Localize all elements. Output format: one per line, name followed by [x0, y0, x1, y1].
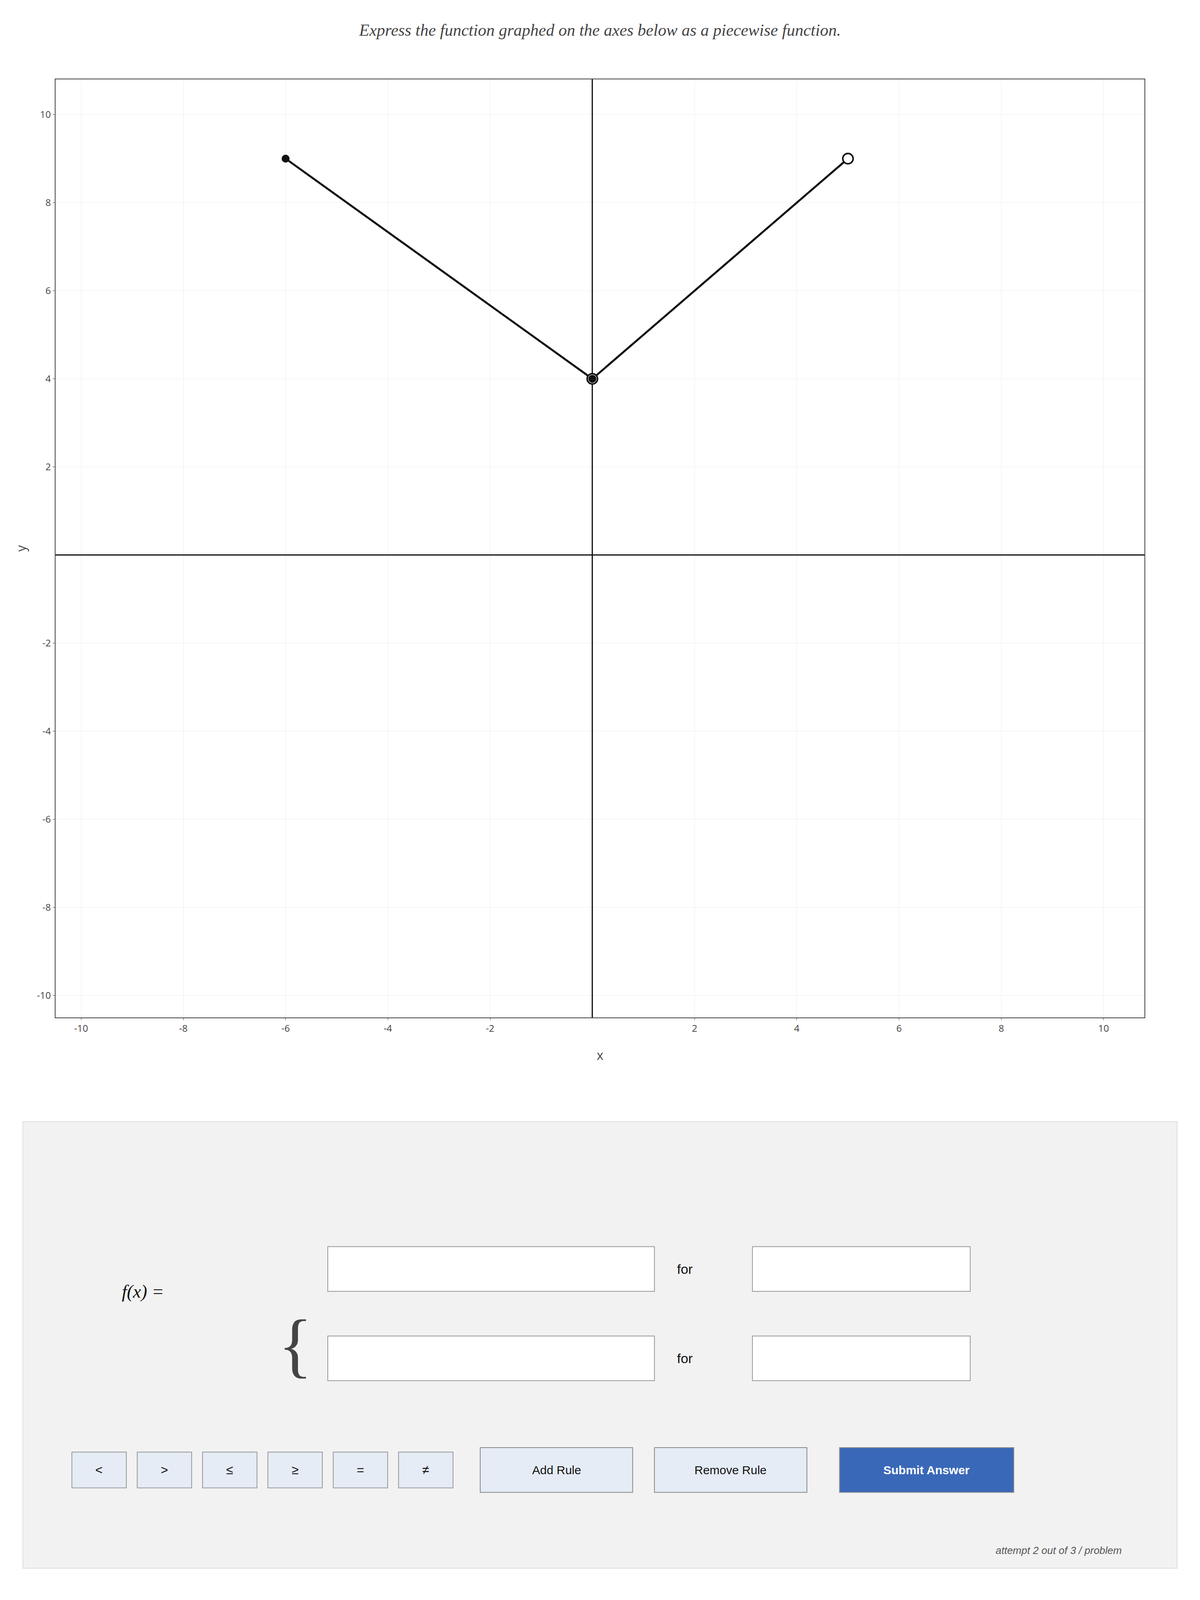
svg-text:4: 4 — [794, 1021, 800, 1035]
svg-text:10: 10 — [1098, 1021, 1109, 1035]
svg-text:6: 6 — [896, 1021, 902, 1035]
svg-text:x: x — [596, 1046, 604, 1064]
svg-text:≠: ≠ — [422, 1462, 430, 1477]
svg-text:≤: ≤ — [226, 1462, 234, 1477]
svg-text:Add Rule: Add Rule — [532, 1463, 581, 1477]
svg-text:-4: -4 — [383, 1021, 393, 1035]
svg-text:-6: -6 — [281, 1021, 290, 1035]
svg-text:6: 6 — [45, 283, 51, 297]
svg-text:8: 8 — [998, 1021, 1004, 1035]
svg-text:-8: -8 — [178, 1021, 188, 1035]
svg-text:>: > — [160, 1462, 169, 1477]
svg-text:Express the function graphed o: Express the function graphed on the axes… — [358, 21, 841, 40]
svg-text:2: 2 — [691, 1021, 698, 1035]
svg-text:2: 2 — [45, 459, 51, 474]
svg-text:<: < — [95, 1462, 103, 1477]
svg-text:-2: -2 — [42, 636, 51, 650]
svg-text:-8: -8 — [42, 900, 51, 914]
svg-text:for: for — [676, 1350, 693, 1366]
svg-text:Submit Answer: Submit Answer — [883, 1463, 970, 1477]
svg-text:{: { — [278, 1305, 313, 1385]
svg-text:attempt 2 out of 3 / problem: attempt 2 out of 3 / problem — [995, 1544, 1122, 1557]
svg-text:-10: -10 — [36, 988, 51, 1002]
svg-text:10: 10 — [40, 107, 51, 121]
svg-text:-6: -6 — [42, 812, 51, 826]
svg-text:y: y — [12, 544, 30, 552]
svg-text:4: 4 — [45, 371, 51, 385]
svg-text:for: for — [676, 1261, 693, 1277]
svg-text:f(x) =: f(x) = — [121, 1281, 164, 1302]
svg-text:=: = — [356, 1462, 365, 1477]
svg-text:8: 8 — [45, 195, 51, 209]
svg-text:-4: -4 — [42, 724, 52, 738]
svg-text:-2: -2 — [485, 1021, 495, 1035]
svg-text:-10: -10 — [74, 1021, 89, 1035]
svg-text:≥: ≥ — [291, 1462, 299, 1477]
svg-text:Remove Rule: Remove Rule — [694, 1463, 767, 1477]
